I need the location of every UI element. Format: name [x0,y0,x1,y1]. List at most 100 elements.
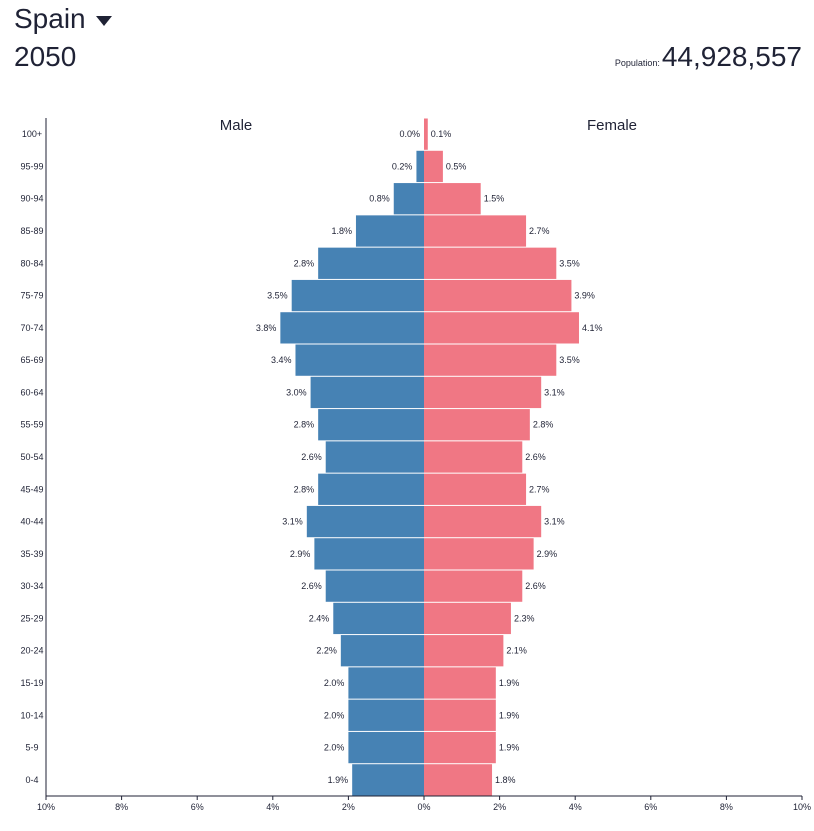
male-bar [318,247,424,279]
female-value-label: 2.7% [529,484,550,494]
male-bar [333,602,424,635]
male-bar [310,376,424,409]
age-group-label: 75-79 [20,291,43,301]
country-selector[interactable]: Spain [14,2,112,36]
male-bar [393,183,424,215]
male-value-label: 2.6% [301,452,322,462]
male-value-label: 2.8% [294,484,315,494]
female-value-label: 2.6% [525,581,546,591]
male-bar [318,473,424,505]
population-value: 44,928,557 [661,41,802,72]
caret-down-icon[interactable] [95,16,112,26]
female-bar [424,473,527,505]
female-value-label: 1.8% [495,775,516,785]
age-group-label: 10-14 [20,710,43,720]
male-value-label: 3.8% [256,323,277,333]
male-value-label: 2.0% [324,743,345,753]
female-bar [424,376,542,409]
age-group-label: 15-19 [20,678,43,688]
male-value-label: 2.8% [294,420,315,430]
male-value-label: 0.2% [392,161,413,171]
female-value-label: 2.3% [514,613,535,623]
age-group-label: 25-29 [20,613,43,623]
female-value-label: 2.6% [525,452,546,462]
female-value-label: 2.9% [537,549,558,559]
x-tick-label: 8% [115,802,128,812]
age-group-label: 95-99 [20,161,43,171]
age-group-label: 50-54 [20,452,43,462]
female-value-label: 1.9% [499,710,520,720]
male-value-label: 0.8% [369,194,390,204]
age-group-label: 60-64 [20,387,43,397]
female-value-label: 1.9% [499,678,520,688]
age-group-label: 40-44 [20,517,43,527]
male-value-label: 2.0% [324,710,345,720]
male-value-label: 3.1% [282,517,303,527]
age-group-label: 80-84 [20,258,43,268]
male-value-label: 3.5% [267,291,288,301]
x-tick-label: 10% [37,802,55,812]
male-value-label: 2.6% [301,581,322,591]
x-tick-label: 8% [720,802,733,812]
age-group-label: 55-59 [20,420,43,430]
male-bar [295,344,424,376]
female-value-label: 2.8% [533,420,554,430]
female-value-label: 2.7% [529,226,550,236]
male-bar [340,635,424,667]
female-value-label: 2.1% [506,646,527,656]
age-group-label: 20-24 [20,646,43,656]
female-bar [424,505,542,538]
male-value-label: 3.0% [286,387,307,397]
female-bar [424,118,428,150]
female-value-label: 0.1% [431,129,452,139]
male-value-label: 2.0% [324,678,345,688]
male-bar [352,764,424,796]
female-series-label: Female [587,117,637,134]
female-bar [424,409,530,441]
female-bar [424,215,527,247]
female-bar [424,699,496,731]
male-bar [348,699,424,731]
male-bar [291,279,424,312]
male-value-label: 0.0% [399,129,420,139]
country-name: Spain [14,3,86,34]
male-bar [348,667,424,699]
male-bar [318,409,424,441]
male-value-label: 2.8% [294,258,315,268]
female-bar [424,667,496,699]
population-label: Population: [614,58,660,68]
female-value-label: 3.5% [559,258,580,268]
male-series-label: Male [220,117,253,134]
x-tick-label: 0% [417,802,430,812]
female-bar [424,183,481,215]
male-value-label: 2.4% [309,613,330,623]
age-group-label: 85-89 [20,226,43,236]
female-bar [424,764,493,796]
female-value-label: 1.5% [484,194,505,204]
age-group-label: 65-69 [20,355,43,365]
female-value-label: 1.9% [499,743,520,753]
male-value-label: 2.2% [316,646,337,656]
age-group-label: 45-49 [20,484,43,494]
female-bar [424,279,572,312]
population-display: Population: 44,928,557 [615,40,802,74]
female-value-label: 3.1% [544,517,565,527]
male-value-label: 3.4% [271,355,292,365]
male-bar [325,570,424,602]
age-group-label: 100+ [22,129,42,139]
male-bar [416,150,424,183]
age-group-label: 5-9 [25,743,38,753]
year-label: 2050 [14,41,77,72]
age-group-label: 35-39 [20,549,43,559]
male-bar [306,505,424,538]
male-value-label: 1.8% [331,226,352,236]
male-bar [355,215,424,247]
female-bar [424,247,557,279]
male-bar [348,731,424,764]
female-value-label: 3.1% [544,387,565,397]
female-value-label: 4.1% [582,323,603,333]
female-bar [424,538,534,570]
x-tick-label: 6% [644,802,657,812]
female-bar [424,570,523,602]
